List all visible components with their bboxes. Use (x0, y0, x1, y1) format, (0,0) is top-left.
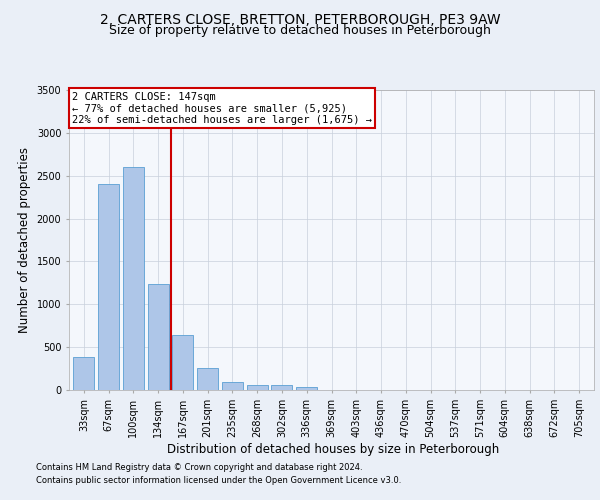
Bar (271, 386, 292, 390)
Text: Size of property relative to detached houses in Peterborough: Size of property relative to detached ho… (109, 24, 491, 37)
Bar (296, 386, 317, 390)
Bar (247, 385, 268, 390)
Y-axis label: Number of detached properties: Number of detached properties (18, 147, 31, 333)
Text: Distribution of detached houses by size in Peterborough: Distribution of detached houses by size … (167, 442, 499, 456)
Text: 2, CARTERS CLOSE, BRETTON, PETERBOROUGH, PE3 9AW: 2, CARTERS CLOSE, BRETTON, PETERBOROUGH,… (100, 12, 500, 26)
Bar (73, 356, 94, 390)
Text: Contains HM Land Registry data © Crown copyright and database right 2024.: Contains HM Land Registry data © Crown c… (36, 464, 362, 472)
Bar (148, 284, 169, 390)
Text: Contains public sector information licensed under the Open Government Licence v3: Contains public sector information licen… (36, 476, 401, 485)
Bar (197, 368, 218, 390)
Text: 2 CARTERS CLOSE: 147sqm
← 77% of detached houses are smaller (5,925)
22% of semi: 2 CARTERS CLOSE: 147sqm ← 77% of detache… (71, 92, 371, 124)
Bar (172, 335, 193, 390)
Bar (123, 167, 144, 390)
Bar (98, 184, 119, 390)
Bar (222, 382, 243, 390)
